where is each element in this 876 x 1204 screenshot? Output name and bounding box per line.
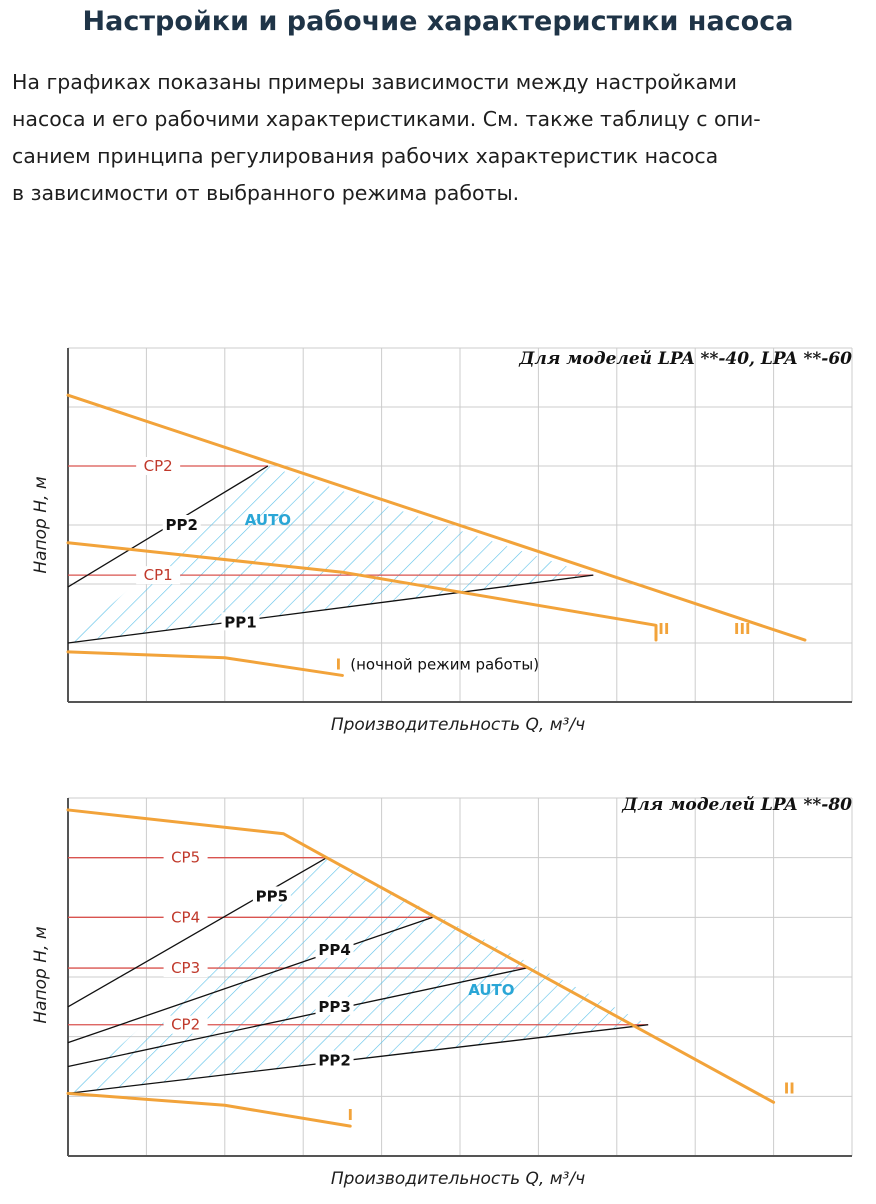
curve-label-i: I xyxy=(347,1106,353,1124)
pp-label-bg xyxy=(315,1050,354,1069)
pp-label-pp3: PP3 xyxy=(318,998,350,1016)
page-title: Настройки и рабочие характеристики насос… xyxy=(82,6,794,37)
intro-line: насоса и его рабочими характеристиками. … xyxy=(12,107,761,131)
intro-line: На графиках показаны примеры зависимости… xyxy=(12,70,737,94)
pp-line-pp5 xyxy=(67,857,328,1008)
cp-label-bg xyxy=(136,457,181,475)
cp-label-bg xyxy=(163,908,208,927)
pp-label-pp5: PP5 xyxy=(256,887,288,905)
y-axis-title: Напор H, м xyxy=(31,476,51,574)
curve-label-iii: III xyxy=(734,620,751,638)
cp-label-cp2: CP2 xyxy=(171,1016,200,1034)
model-label: Для моделей LPA **-80 xyxy=(621,795,852,815)
curve-i xyxy=(66,1091,352,1128)
cp-label-bg xyxy=(163,1015,208,1034)
model-label: Для моделей LPA **-40, LPA **-60 xyxy=(518,349,852,369)
cp-label-bg xyxy=(136,566,181,585)
auto-label: AUTO xyxy=(245,511,291,529)
intro-line: в зависимости от выбранного режима работ… xyxy=(12,181,520,205)
cp-label-cp2: CP2 xyxy=(144,457,173,475)
intro-line: санием принципа регулирования рабочих ха… xyxy=(12,144,719,168)
curve-label-ii: II xyxy=(784,1079,795,1097)
curve-i xyxy=(66,650,344,677)
curve-label-i: I xyxy=(336,656,342,674)
pp-label-bg xyxy=(315,996,354,1015)
y-axis-title: Напор H, м xyxy=(31,926,51,1024)
pp-label-pp4: PP4 xyxy=(318,941,350,959)
pp-label-bg xyxy=(315,940,354,959)
x-axis-title: Производительность Q, м³/ч xyxy=(331,1169,585,1189)
curve-label-ii: II xyxy=(658,620,669,638)
pp-label-pp2: PP2 xyxy=(165,516,197,534)
pp-label-pp2: PP2 xyxy=(318,1052,350,1070)
curve-note: (ночной режим работы) xyxy=(350,656,539,674)
cp-label-cp4: CP4 xyxy=(171,908,200,926)
intro-paragraph: На графиках показаны примеры зависимости… xyxy=(12,64,872,212)
cp-label-bg xyxy=(163,959,208,978)
cp-label-cp1: CP1 xyxy=(144,566,173,584)
pp-label-bg xyxy=(162,515,201,533)
pp-label-bg xyxy=(252,886,291,905)
cp-label-cp3: CP3 xyxy=(171,959,200,977)
curve-iii xyxy=(66,393,807,642)
pp-line-pp2 xyxy=(67,1024,649,1094)
pp-line-pp3 xyxy=(67,967,527,1068)
auto-region xyxy=(68,466,594,643)
curve-ii xyxy=(66,541,658,642)
pp-line-pp1 xyxy=(67,574,594,644)
x-axis-title: Производительность Q, м³/ч xyxy=(331,715,585,735)
auto-label: AUTO xyxy=(468,981,514,999)
auto-region xyxy=(68,857,649,1094)
pp-label-pp1: PP1 xyxy=(224,613,256,631)
curve-ii xyxy=(66,808,776,1104)
pp-label-bg xyxy=(221,612,260,631)
cp-label-bg xyxy=(163,848,208,867)
pp-line-pp4 xyxy=(67,916,433,1044)
cp-label-cp5: CP5 xyxy=(171,849,200,867)
